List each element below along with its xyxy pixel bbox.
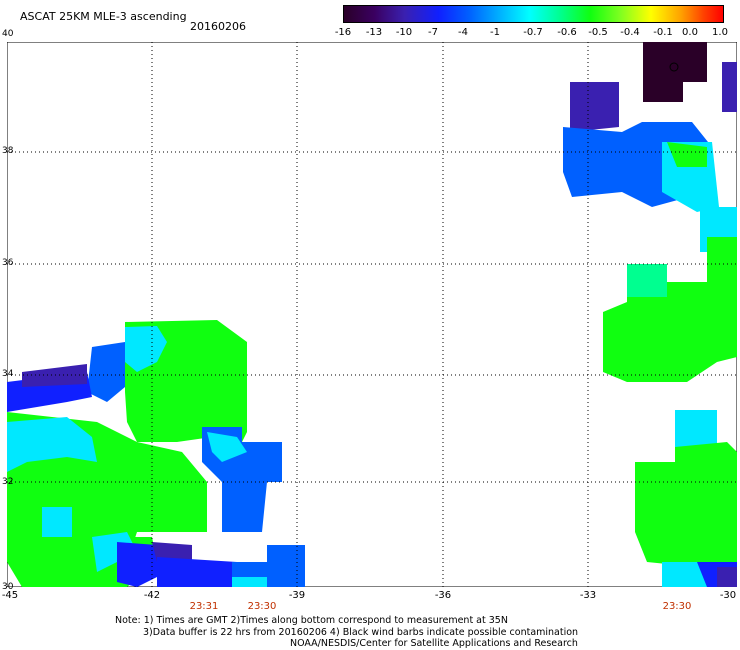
swath-patch xyxy=(635,442,737,567)
y-axis-label: 38 xyxy=(2,146,14,156)
swath-patch xyxy=(42,507,72,537)
x-axis-label: -30 xyxy=(719,590,737,601)
map-title: ASCAT 25KM MLE-3 ascending xyxy=(20,10,187,23)
swath-left xyxy=(7,320,305,587)
y-axis-label: 34 xyxy=(2,369,14,379)
swath-patch xyxy=(667,142,707,167)
map-date: 20160206 xyxy=(190,20,246,33)
swath-patch xyxy=(675,410,717,452)
time-label: 23:30 xyxy=(662,601,692,612)
swath-patch xyxy=(125,326,167,372)
colorbar-label: -0.1 xyxy=(653,27,673,38)
swath-patch xyxy=(207,432,247,462)
y-axis-label: 32 xyxy=(2,477,14,487)
colorbar-label: -16 xyxy=(334,27,352,38)
swath-patch xyxy=(157,557,247,587)
swath-patch xyxy=(22,364,87,387)
x-axis-label: -36 xyxy=(434,590,452,601)
wind-map xyxy=(7,42,737,587)
swath-patch xyxy=(232,577,272,587)
y-axis-label: 36 xyxy=(2,258,14,268)
swath-patch xyxy=(87,342,125,402)
swath-patch xyxy=(643,42,707,102)
colorbar-label: -10 xyxy=(395,27,413,38)
swath-patch xyxy=(152,542,192,562)
x-axis-label: -45 xyxy=(1,590,19,601)
swath-patch xyxy=(627,264,667,297)
colorbar-label: -0.6 xyxy=(557,27,577,38)
note-line-1: Note: 1) Times are GMT 2)Times along bot… xyxy=(115,615,508,626)
time-label: 23:30 xyxy=(247,601,277,612)
colorbar-label: -0.4 xyxy=(620,27,640,38)
colorbar-label: -0.7 xyxy=(523,27,543,38)
swath-patch xyxy=(717,567,737,587)
colorbar xyxy=(343,5,724,23)
note-line-3: NOAA/NESDIS/Center for Satellite Applica… xyxy=(290,638,578,649)
colorbar-label: -7 xyxy=(428,27,438,38)
x-axis-label: -42 xyxy=(143,590,161,601)
colorbar-label: 1.0 xyxy=(712,27,728,38)
time-label: 23:31 xyxy=(189,601,219,612)
x-axis-label: -39 xyxy=(288,590,306,601)
y-axis-label: 30 xyxy=(2,582,14,592)
swath-patch xyxy=(7,417,97,472)
wind-barb xyxy=(669,62,679,72)
colorbar-label: -13 xyxy=(365,27,383,38)
swath-right-mid xyxy=(603,237,737,382)
colorbar-label: 0.0 xyxy=(682,27,698,38)
colorbar-label: -0.5 xyxy=(588,27,608,38)
swath-patch xyxy=(570,82,619,132)
y-axis-label: 40 xyxy=(2,29,14,39)
swath-patch xyxy=(722,62,737,112)
x-axis-label: -33 xyxy=(579,590,597,601)
swath-patch xyxy=(117,542,167,587)
colorbar-label: -4 xyxy=(458,27,468,38)
swath-patch xyxy=(267,545,305,587)
colorbar-label: -1 xyxy=(490,27,500,38)
note-line-2: 3)Data buffer is 22 hrs from 20160206 4)… xyxy=(143,627,579,638)
swath-patch xyxy=(92,532,137,572)
gridlines xyxy=(7,42,737,587)
swath-right-bottom xyxy=(635,410,737,587)
